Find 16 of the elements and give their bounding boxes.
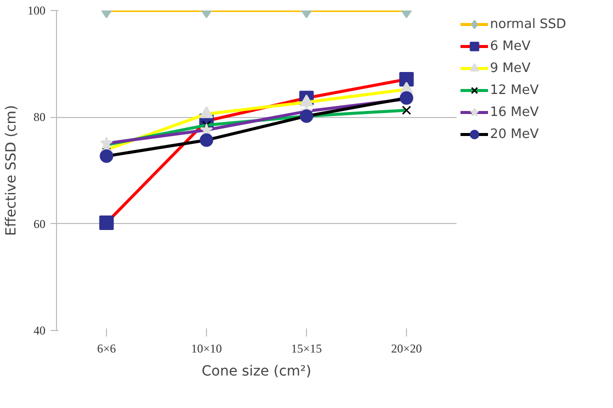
legend-label: normal SSD [490,16,566,32]
legend-label: 12 MeV [490,82,539,98]
legend-label: 9 MeV [490,60,531,76]
legend-label: 6 MeV [490,38,531,54]
legend-label: 16 MeV [490,104,539,120]
x-axis-title: Cone size (cm²) [202,364,312,380]
x-tick-label: 10×10 [191,342,222,356]
y-axis-title: Effective SSD (cm) [4,105,20,236]
y-tick-label: 40 [34,324,46,338]
x-tick-label: 20×20 [391,342,422,356]
y-tick-label: 100 [28,4,46,18]
y-tick-label: 80 [34,110,46,124]
legend-label: 20 MeV [490,126,539,142]
y-tick-label: 60 [34,216,46,231]
x-tick-label: 15×15 [291,342,322,356]
x-tick-label: 6×6 [97,342,116,356]
